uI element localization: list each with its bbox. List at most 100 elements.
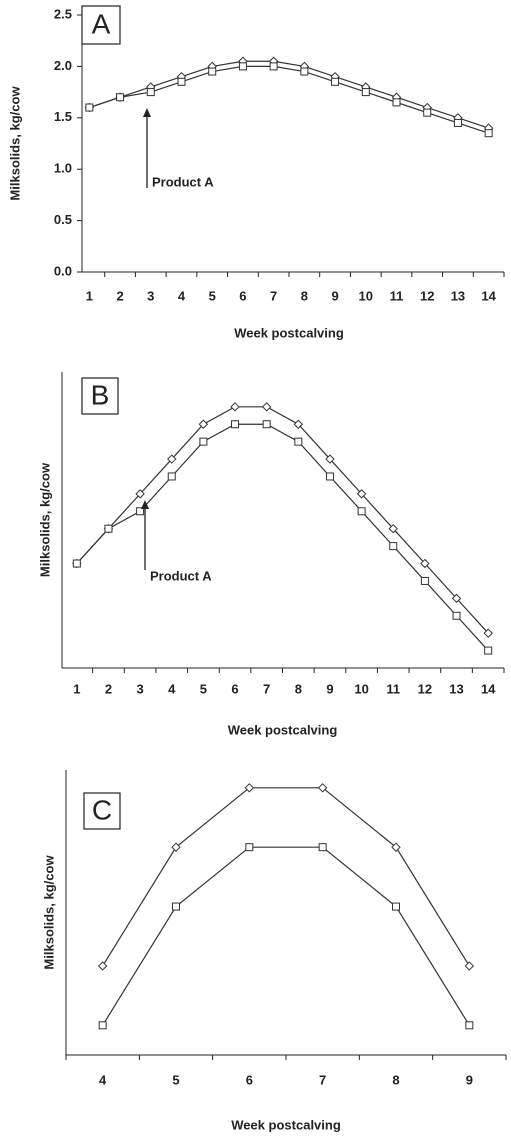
series-line <box>102 787 470 967</box>
square-marker <box>318 843 327 852</box>
x-tick-label: 13 <box>449 681 463 696</box>
x-tick-label: 9 <box>466 1072 473 1087</box>
x-tick-label: 2 <box>105 681 112 696</box>
annotation-arrowhead <box>141 500 149 509</box>
square-marker <box>136 507 145 516</box>
panel-label: B <box>91 379 110 410</box>
square-marker <box>331 77 340 86</box>
square-marker <box>484 646 493 655</box>
square-marker <box>465 1021 474 1030</box>
diamond-marker <box>97 961 108 971</box>
x-tick-label: 1 <box>73 681 80 696</box>
square-marker <box>167 472 176 481</box>
x-tick-label: 12 <box>418 681 432 696</box>
y-tick-label: 0.0 <box>54 263 72 278</box>
square-marker <box>245 843 254 852</box>
x-tick-label: 2 <box>116 288 123 303</box>
square-marker <box>392 902 400 911</box>
x-tick-label: 5 <box>209 288 216 303</box>
x-tick-label: 10 <box>359 288 373 303</box>
square-marker <box>116 93 125 102</box>
series-line <box>89 60 489 129</box>
x-tick-label: 13 <box>451 288 465 303</box>
y-tick-label: 0.5 <box>54 212 72 227</box>
x-tick-label: 5 <box>200 681 207 696</box>
square-marker <box>357 507 366 516</box>
square-marker <box>146 88 155 97</box>
square-marker <box>238 62 247 71</box>
x-tick-label: 9 <box>331 288 338 303</box>
x-tick-label: 8 <box>392 1072 399 1087</box>
square-marker <box>420 576 429 585</box>
y-tick-label: 2.0 <box>54 58 72 73</box>
diamond-marker <box>317 783 328 793</box>
square-marker <box>208 67 217 76</box>
square-marker <box>325 472 334 481</box>
square-marker <box>269 62 278 71</box>
x-tick-label: 3 <box>147 288 154 303</box>
square-marker <box>484 129 493 138</box>
diamond-marker <box>420 558 430 569</box>
y-tick-label: 2.5 <box>54 6 72 21</box>
y-tick-label: 1.5 <box>54 109 72 124</box>
square-marker <box>72 559 81 568</box>
diamond-marker <box>356 489 367 499</box>
x-tick-label: 14 <box>481 681 496 696</box>
square-marker <box>98 1021 107 1030</box>
annotation: Product A <box>150 568 212 583</box>
square-marker <box>452 611 461 620</box>
square-marker <box>177 77 186 86</box>
square-marker <box>294 437 303 446</box>
diamond-marker <box>391 842 401 852</box>
diamond-marker <box>167 454 177 464</box>
x-tick-label: 8 <box>295 681 302 696</box>
x-axis-label: Week postcalving <box>231 1117 341 1132</box>
x-tick-label: 4 <box>168 681 176 696</box>
y-axis-label: Milksolids, kg/cow <box>7 86 22 201</box>
x-tick-label: 6 <box>246 1072 253 1087</box>
square-marker <box>199 437 208 446</box>
diamond-marker <box>451 593 462 604</box>
panel-label-box <box>83 792 121 830</box>
diamond-marker <box>171 842 181 852</box>
x-tick-label: 6 <box>231 681 238 696</box>
square-marker <box>300 67 309 76</box>
x-tick-label: 1 <box>86 288 93 303</box>
square-marker <box>423 108 432 117</box>
diamond-marker <box>293 419 304 429</box>
x-tick-label: 7 <box>319 1072 326 1087</box>
diamond-marker <box>135 489 145 499</box>
x-tick-label: 12 <box>420 288 434 303</box>
x-tick-label: 5 <box>172 1072 179 1087</box>
x-tick-label: 3 <box>136 681 143 696</box>
square-marker <box>389 542 398 551</box>
x-axis-label: Week postcalving <box>234 325 344 340</box>
series-line <box>102 846 470 1026</box>
x-tick-label: 6 <box>239 288 246 303</box>
diamond-marker <box>230 402 240 412</box>
x-tick-label: 7 <box>263 681 270 696</box>
square-marker <box>231 420 240 429</box>
square-marker <box>361 88 370 97</box>
series-line <box>89 65 489 134</box>
square-marker <box>392 98 401 107</box>
diamond-marker <box>198 419 209 429</box>
series-line <box>76 423 489 651</box>
y-tick-label: 1.0 <box>54 161 72 176</box>
x-tick-label: 10 <box>354 681 368 696</box>
panel-label: A <box>92 8 111 39</box>
x-tick-label: 11 <box>386 681 400 696</box>
y-axis-label: Milksolids, kg/cow <box>41 855 56 970</box>
diamond-marker <box>261 402 272 412</box>
x-tick-label: 4 <box>99 1072 107 1087</box>
series-line <box>76 406 489 634</box>
annotation-arrowhead <box>143 108 151 117</box>
diamond-marker <box>325 454 335 464</box>
y-axis-label: Milksolids, kg/cow <box>37 462 52 577</box>
square-marker <box>453 118 462 127</box>
square-marker <box>172 902 180 911</box>
panel-label-box <box>81 5 121 45</box>
square-marker <box>262 420 271 429</box>
x-tick-label: 8 <box>301 288 308 303</box>
